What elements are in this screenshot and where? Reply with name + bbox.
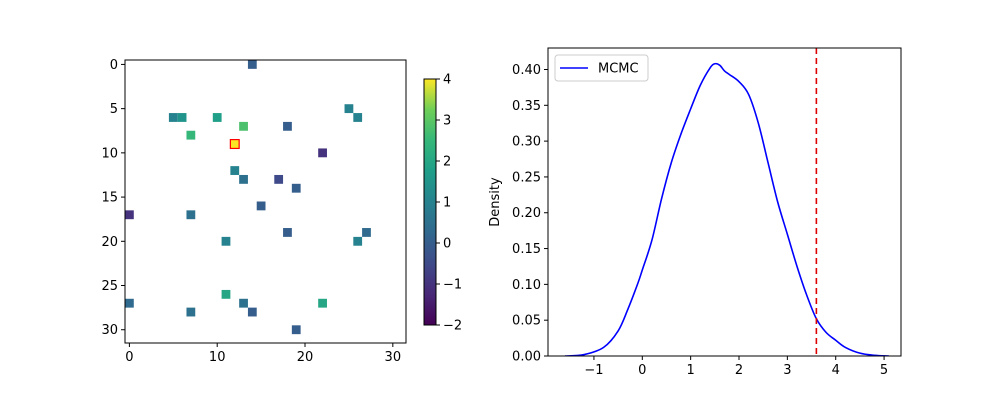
series-line-mcmc: [564, 62, 889, 356]
heatmap-cell: [239, 298, 248, 308]
heatmap-cell: [125, 210, 134, 220]
heatmap-cell: [247, 60, 257, 69]
heatmap-cell: [168, 113, 178, 122]
heatmap-panel: 0 10 20 30 0 5 10 15 20 25 30: [101, 58, 407, 365]
density-x-tick-label: 4: [832, 363, 840, 378]
heatmap-y-tick-label: 10: [101, 146, 118, 161]
heatmap-y-tick-label: 20: [101, 235, 118, 250]
heatmap-cell: [291, 183, 301, 193]
heatmap-cell: [256, 201, 266, 211]
legend-box: [554, 54, 649, 82]
heatmap-cell: [362, 228, 371, 237]
colorbar-tick-label: 0: [443, 237, 451, 252]
density-y-tick-label: 0.35: [512, 99, 541, 114]
heatmap-cell: [291, 325, 301, 335]
colorbar: −2 −1 0 1 2 3 4: [423, 73, 462, 334]
density-y-tick-label: 0.15: [512, 242, 541, 257]
density-x-tick-label: 0: [638, 363, 646, 378]
heatmap-y-tick-label: 0: [110, 58, 118, 73]
density-x-tick-label: −1: [584, 363, 603, 378]
heatmap-x-tick-label: 20: [297, 350, 314, 365]
density-x-tick-label: 5: [880, 363, 888, 378]
heatmap-y-tick-label: 25: [101, 279, 118, 294]
density-y-ticks: 0.00 0.05 0.10 0.15 0.20 0.25 0.30 0.35 0.40: [512, 63, 548, 365]
density-frame: [547, 47, 902, 357]
density-x-tick-label: 2: [735, 363, 743, 378]
heatmap-cell: [186, 307, 196, 317]
heatmap-cell: [221, 236, 231, 246]
heatmap-y-tick-label: 5: [110, 102, 118, 117]
colorbar-tick-label: 3: [443, 114, 451, 129]
heatmap-x-tick-label: 0: [125, 350, 133, 365]
heatmap-y-tick-label: 15: [101, 191, 118, 206]
colorbar-tick-label: 4: [443, 73, 451, 88]
heatmap-cell: [247, 307, 257, 317]
heatmap-cells: [125, 60, 371, 335]
heatmap-cell: [125, 298, 134, 308]
density-x-tick-label: 1: [687, 363, 695, 378]
heatmap-x-ticks: 0 10 20 30: [125, 343, 401, 365]
heatmap-cell: [239, 121, 248, 131]
density-x-ticks: −1 0 1 2 3 4 5: [584, 356, 888, 378]
colorbar-gradient: [424, 79, 436, 325]
colorbar-ticks: −2 −1 0 1 2 3 4: [436, 73, 462, 334]
heatmap-cell: [230, 166, 240, 175]
legend: MCMC: [554, 54, 649, 82]
density-y-tick-label: 0.20: [512, 206, 541, 221]
heatmap-cell: [318, 298, 327, 308]
heatmap-cell: [353, 113, 363, 122]
density-y-tick-label: 0.10: [512, 278, 541, 293]
colorbar-tick-label: 2: [443, 155, 451, 170]
heatmap-x-tick-label: 10: [209, 350, 226, 365]
heatmap-cell: [186, 210, 196, 220]
density-y-tick-label: 0.00: [512, 350, 541, 365]
density-x-tick-label: 3: [783, 363, 791, 378]
heatmap-frame: [124, 59, 407, 344]
density-panel: −1 0 1 2 3 4 5 0.00 0.05 0.10 0.15 0.20 0.25 0.30 0.3…: [488, 47, 902, 378]
heatmap-cell: [344, 104, 354, 114]
density-y-tick-label: 0.25: [512, 170, 541, 185]
density-y-tick-label: 0.30: [512, 135, 541, 150]
heatmap-cell: [353, 236, 363, 246]
colorbar-tick-label: 1: [443, 196, 451, 211]
heatmap-cell: [283, 121, 292, 131]
heatmap-y-ticks: 0 5 10 15 20 25 30: [101, 58, 125, 338]
heatmap-x-tick-label: 30: [385, 350, 402, 365]
heatmap-cell: [221, 289, 231, 299]
heatmap-cell: [177, 113, 187, 122]
density-y-tick-label: 0.40: [512, 63, 541, 78]
heatmap-cell: [318, 148, 327, 158]
colorbar-tick-label: −2: [443, 319, 462, 334]
colorbar-tick-label: −1: [443, 278, 462, 293]
heatmap-y-tick-label: 30: [101, 323, 118, 338]
heatmap-cell-highlighted: [229, 138, 240, 150]
heatmap-cell: [283, 228, 292, 237]
heatmap-cell: [239, 174, 248, 184]
heatmap-cell: [186, 130, 196, 140]
legend-label-mcmc: MCMC: [598, 62, 639, 77]
density-y-axis-label: Density: [488, 177, 503, 227]
density-y-tick-label: 0.05: [512, 314, 541, 329]
heatmap-cell: [274, 174, 284, 184]
heatmap-cell: [212, 113, 222, 122]
